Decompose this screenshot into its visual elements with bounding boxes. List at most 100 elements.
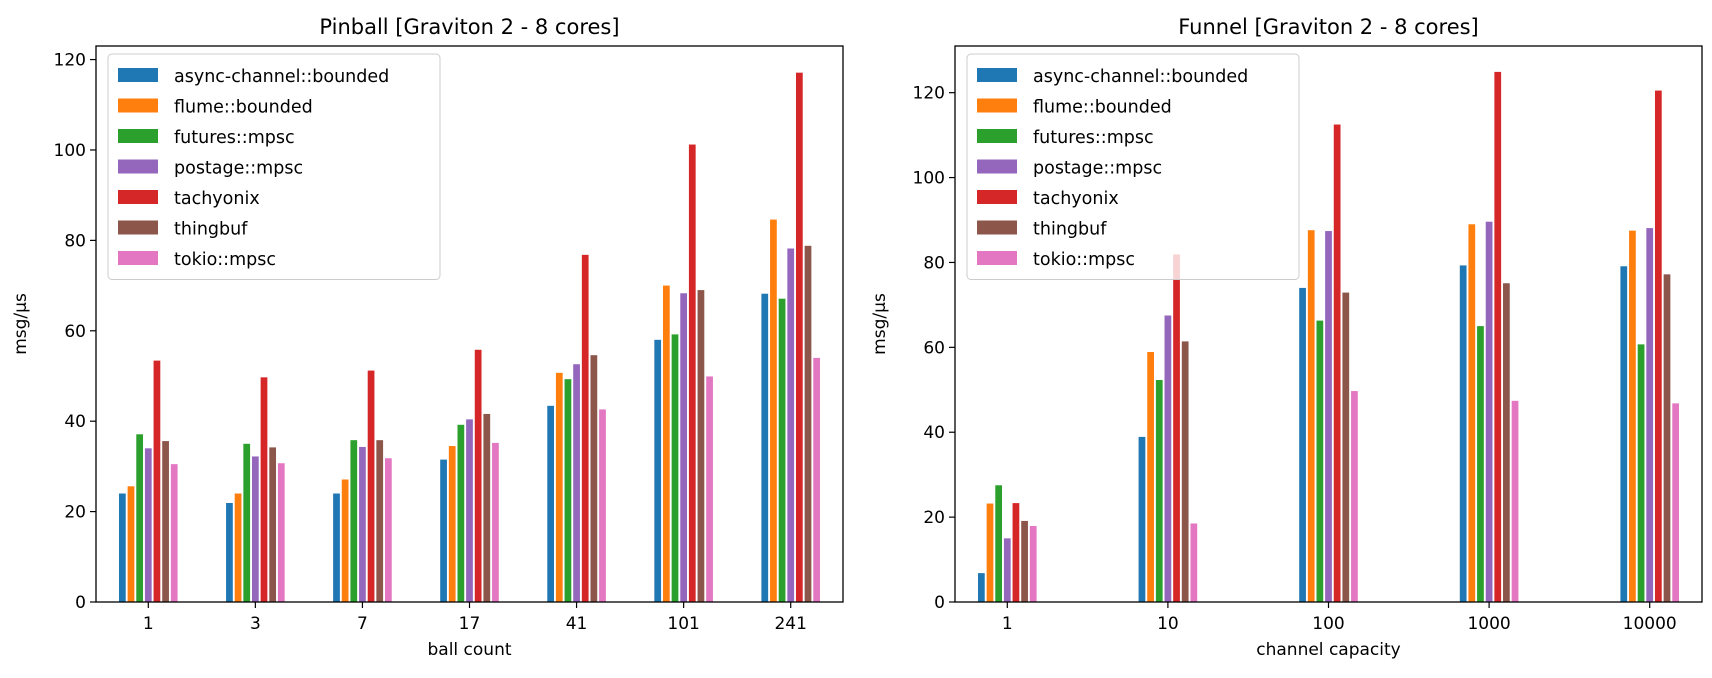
bar-tachyonix-1000: [1494, 71, 1502, 602]
bar-tachyonix-241: [795, 72, 803, 603]
legend-swatch-tokio-mpsc: [118, 251, 158, 265]
legend-swatch-flume-bounded: [977, 98, 1017, 113]
x-axis-label: channel capacity: [1256, 640, 1400, 660]
legend-swatch-thingbuf: [118, 220, 158, 235]
bar-thingbuf-241: [804, 245, 812, 603]
bar-postage-mpsc-7: [359, 446, 366, 602]
chart-title: Funnel [Graviton 2 - 8 cores]: [1178, 15, 1479, 39]
y-tick-label: 80: [64, 231, 86, 251]
legend-frame: [107, 53, 441, 280]
legend-swatch-postage-mpsc: [118, 159, 158, 174]
legend-swatch-async-channel-bounded: [118, 68, 158, 82]
bar-tachyonix-10000: [1654, 90, 1662, 602]
bar-async-channel-bounded-3: [226, 503, 233, 602]
legend-label-postage-mpsc: postage::mpsc: [1033, 159, 1162, 179]
legend-swatch-async-channel-bounded: [977, 68, 1017, 82]
legend-label-futures-mpsc: futures::mpsc: [174, 128, 295, 148]
bar-flume-bounded-101: [662, 285, 670, 602]
bar-thingbuf-100: [1342, 292, 1350, 602]
plot-frame: [95, 45, 844, 603]
y-tick-label: 0: [75, 593, 86, 613]
x-tick-label: 1000: [1467, 614, 1510, 634]
bar-thingbuf-3: [269, 447, 277, 602]
bar-flume-bounded-3: [234, 493, 242, 602]
bar-tokio-mpsc-1000: [1511, 400, 1519, 602]
bar-async-channel-bounded-10: [1138, 436, 1146, 602]
bar-tokio-mpsc-100: [1351, 391, 1358, 602]
bar-futures-mpsc-1: [136, 434, 144, 602]
bar-async-channel-bounded-10000: [1620, 266, 1628, 602]
x-tick-label: 41: [566, 614, 588, 634]
bar-postage-mpsc-100: [1325, 231, 1332, 603]
bar-tachyonix-17: [474, 349, 482, 602]
bar-futures-mpsc-7: [350, 440, 358, 602]
bar-async-channel-bounded-101: [654, 339, 662, 602]
y-axis-label: msg/µs: [11, 293, 31, 355]
bars: [977, 71, 1680, 603]
y-tick-label: 60: [923, 338, 945, 358]
y-tick-label: 20: [64, 503, 86, 523]
legend-label-postage-mpsc: postage::mpsc: [174, 159, 303, 179]
bar-postage-mpsc-10000: [1646, 228, 1654, 602]
bar-flume-bounded-17: [448, 446, 456, 602]
x-tick-label: 1: [143, 614, 154, 634]
x-tick-label: 10: [1157, 614, 1179, 634]
plot-frame: [954, 45, 1703, 603]
bar-async-channel-bounded-1000: [1459, 265, 1467, 602]
legend-label-thingbuf: thingbuf: [1033, 220, 1107, 240]
bar-flume-bounded-241: [770, 219, 777, 602]
bar-tachyonix-1: [1012, 503, 1020, 602]
bar-postage-mpsc-10: [1164, 315, 1172, 602]
x-tick-label: 3: [250, 614, 261, 634]
legend-swatch-thingbuf: [977, 220, 1017, 235]
bar-flume-bounded-1: [127, 486, 135, 602]
bar-tachyonix-100: [1333, 124, 1341, 603]
bar-tokio-mpsc-101: [706, 376, 713, 602]
funnel-chart: Funnel [Graviton 2 - 8 cores] 0 20 40 60 80 10…: [870, 15, 1703, 660]
bar-postage-mpsc-1: [144, 448, 152, 602]
bar-tokio-mpsc-10000: [1672, 403, 1680, 602]
y-tick-label: 100: [913, 169, 945, 189]
legend-label-flume-bounded: flume::bounded: [1033, 98, 1172, 118]
bar-postage-mpsc-41: [573, 364, 580, 602]
legend-label-tokio-mpsc: tokio::mpsc: [1033, 250, 1135, 270]
x-tick-label: 241: [774, 614, 806, 634]
bar-tachyonix-41: [581, 254, 589, 602]
bar-async-channel-bounded-7: [333, 493, 340, 602]
bar-tokio-mpsc-1: [170, 464, 178, 602]
y-tick-label: 80: [923, 253, 945, 273]
bar-tokio-mpsc-41: [599, 409, 606, 602]
x-tick-label: 1: [1002, 614, 1013, 634]
legend: async-channel::boundedflume::boundedfutu…: [107, 53, 441, 280]
legend-frame: [966, 53, 1300, 280]
bar-futures-mpsc-17: [457, 424, 465, 602]
bar-flume-bounded-100: [1307, 230, 1315, 602]
bar-postage-mpsc-1: [1003, 538, 1011, 602]
x-tick-label: 100: [1312, 614, 1344, 634]
bar-futures-mpsc-10000: [1637, 344, 1645, 602]
bar-async-channel-bounded-1: [118, 493, 126, 602]
bar-flume-bounded-7: [341, 479, 349, 602]
bar-tokio-mpsc-10: [1190, 523, 1198, 602]
legend: async-channel::boundedflume::boundedfutu…: [966, 53, 1300, 280]
bar-thingbuf-7: [376, 440, 384, 602]
y-tick-label: 40: [64, 412, 86, 432]
pinball-chart: Pinball [Graviton 2 - 8 cores] 0 20 40 60 80 1…: [11, 15, 844, 660]
bar-flume-bounded-1: [986, 503, 994, 602]
legend-label-tokio-mpsc: tokio::mpsc: [174, 250, 276, 270]
y-tick-label: 60: [64, 322, 86, 342]
bar-futures-mpsc-10: [1155, 380, 1163, 602]
x-tick-label: 7: [357, 614, 368, 634]
bar-futures-mpsc-241: [778, 298, 786, 602]
bar-async-channel-bounded-17: [440, 459, 447, 602]
y-tick-label: 120: [54, 51, 86, 71]
bar-thingbuf-41: [590, 355, 598, 602]
bar-async-channel-bounded-1: [977, 573, 985, 602]
bar-tokio-mpsc-17: [492, 442, 499, 602]
bar-flume-bounded-1000: [1468, 224, 1476, 602]
bar-tokio-mpsc-3: [277, 463, 285, 602]
bar-postage-mpsc-17: [466, 419, 473, 602]
legend-swatch-tachyonix: [977, 190, 1017, 204]
legend-label-futures-mpsc: futures::mpsc: [1033, 128, 1154, 148]
legend-label-async-channel-bounded: async-channel::bounded: [174, 67, 389, 87]
